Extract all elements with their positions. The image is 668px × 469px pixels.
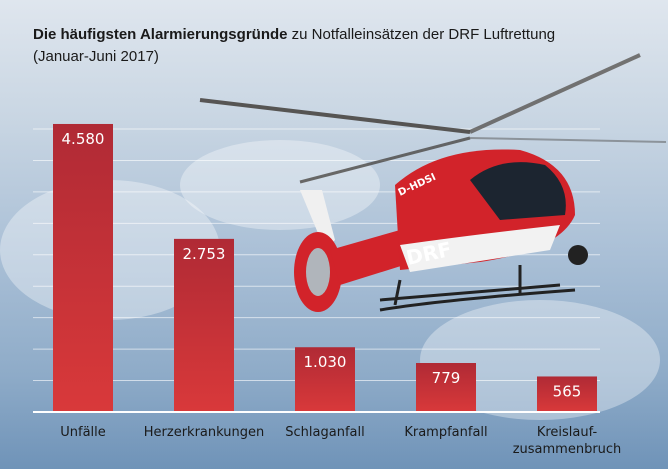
- bar: [53, 123, 113, 413]
- category-label: Herzerkrankungen: [144, 425, 264, 440]
- category-label: Krampfanfall: [404, 425, 487, 440]
- category-label: Unfälle: [60, 425, 106, 440]
- chart-title: Die häufigsten Alarmierungsgründe zu Not…: [33, 24, 653, 68]
- category-label: Kreislauf-: [537, 425, 598, 440]
- title-bold: Die häufigsten Alarmierungsgründe: [33, 26, 288, 43]
- value-label: 565: [553, 382, 582, 400]
- value-label: 779: [432, 369, 461, 387]
- bar: [174, 238, 234, 412]
- subtitle: (Januar-Juni 2017): [33, 48, 159, 65]
- value-label: 1.030: [304, 353, 347, 371]
- category-label: Schlaganfall: [285, 425, 364, 440]
- cloud: [180, 140, 380, 230]
- value-label: 2.753: [183, 245, 226, 263]
- value-label: 4.580: [62, 130, 105, 148]
- bar: [537, 376, 597, 412]
- bar: [295, 347, 355, 412]
- helicopter-image: DRF D-HDSI: [199, 53, 667, 312]
- bar: [416, 363, 476, 412]
- title-rest: zu Notfalleinsätzen der DRF Luftrettung: [291, 26, 556, 43]
- category-label: zusammenbruch: [513, 442, 622, 457]
